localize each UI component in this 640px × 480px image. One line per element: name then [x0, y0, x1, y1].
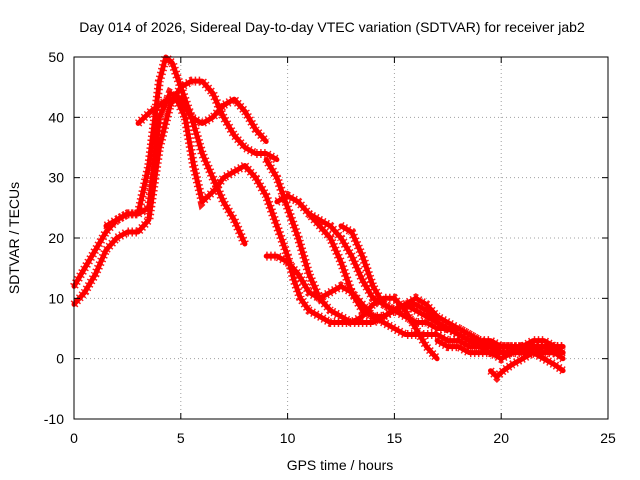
series-markers-track-11: [487, 348, 544, 384]
x-tick-label: 15: [387, 430, 403, 446]
x-axis-label: GPS time / hours: [287, 457, 394, 473]
series-markers-track-2: [70, 76, 280, 308]
ticks: 0 5 10 15 20 25 -10 0 10 20 30 40 50: [44, 49, 616, 446]
x-tick-label: 5: [177, 430, 185, 446]
series-markers-track-7: [266, 251, 564, 358]
y-tick-label: 30: [48, 170, 64, 186]
series-markers-track-8: [274, 190, 564, 358]
y-tick-label: 50: [48, 49, 64, 65]
y-tick-label: 40: [48, 109, 64, 125]
y-axis-label: SDTVAR / TECUs: [6, 182, 22, 294]
series-markers-track-1: [70, 48, 250, 289]
y-tick-label: 20: [48, 230, 64, 246]
chart-title: Day 014 of 2026, Sidereal Day-to-day VTE…: [79, 19, 585, 35]
series-markers-track-12: [434, 336, 566, 364]
y-tick-label: 0: [56, 351, 64, 367]
series-layer: [70, 48, 566, 384]
x-tick-label: 10: [280, 430, 296, 446]
y-tick-label: 10: [48, 290, 64, 306]
x-tick-label: 25: [600, 430, 616, 446]
series-line-track-4: [135, 96, 248, 205]
x-tick-label: 20: [493, 430, 509, 446]
x-tick-label: 0: [70, 430, 78, 446]
series-line-track-3: [103, 90, 269, 229]
series-markers-track-3: [103, 86, 270, 230]
y-tick-label: -10: [44, 411, 64, 427]
series-markers-track-9: [306, 209, 566, 357]
